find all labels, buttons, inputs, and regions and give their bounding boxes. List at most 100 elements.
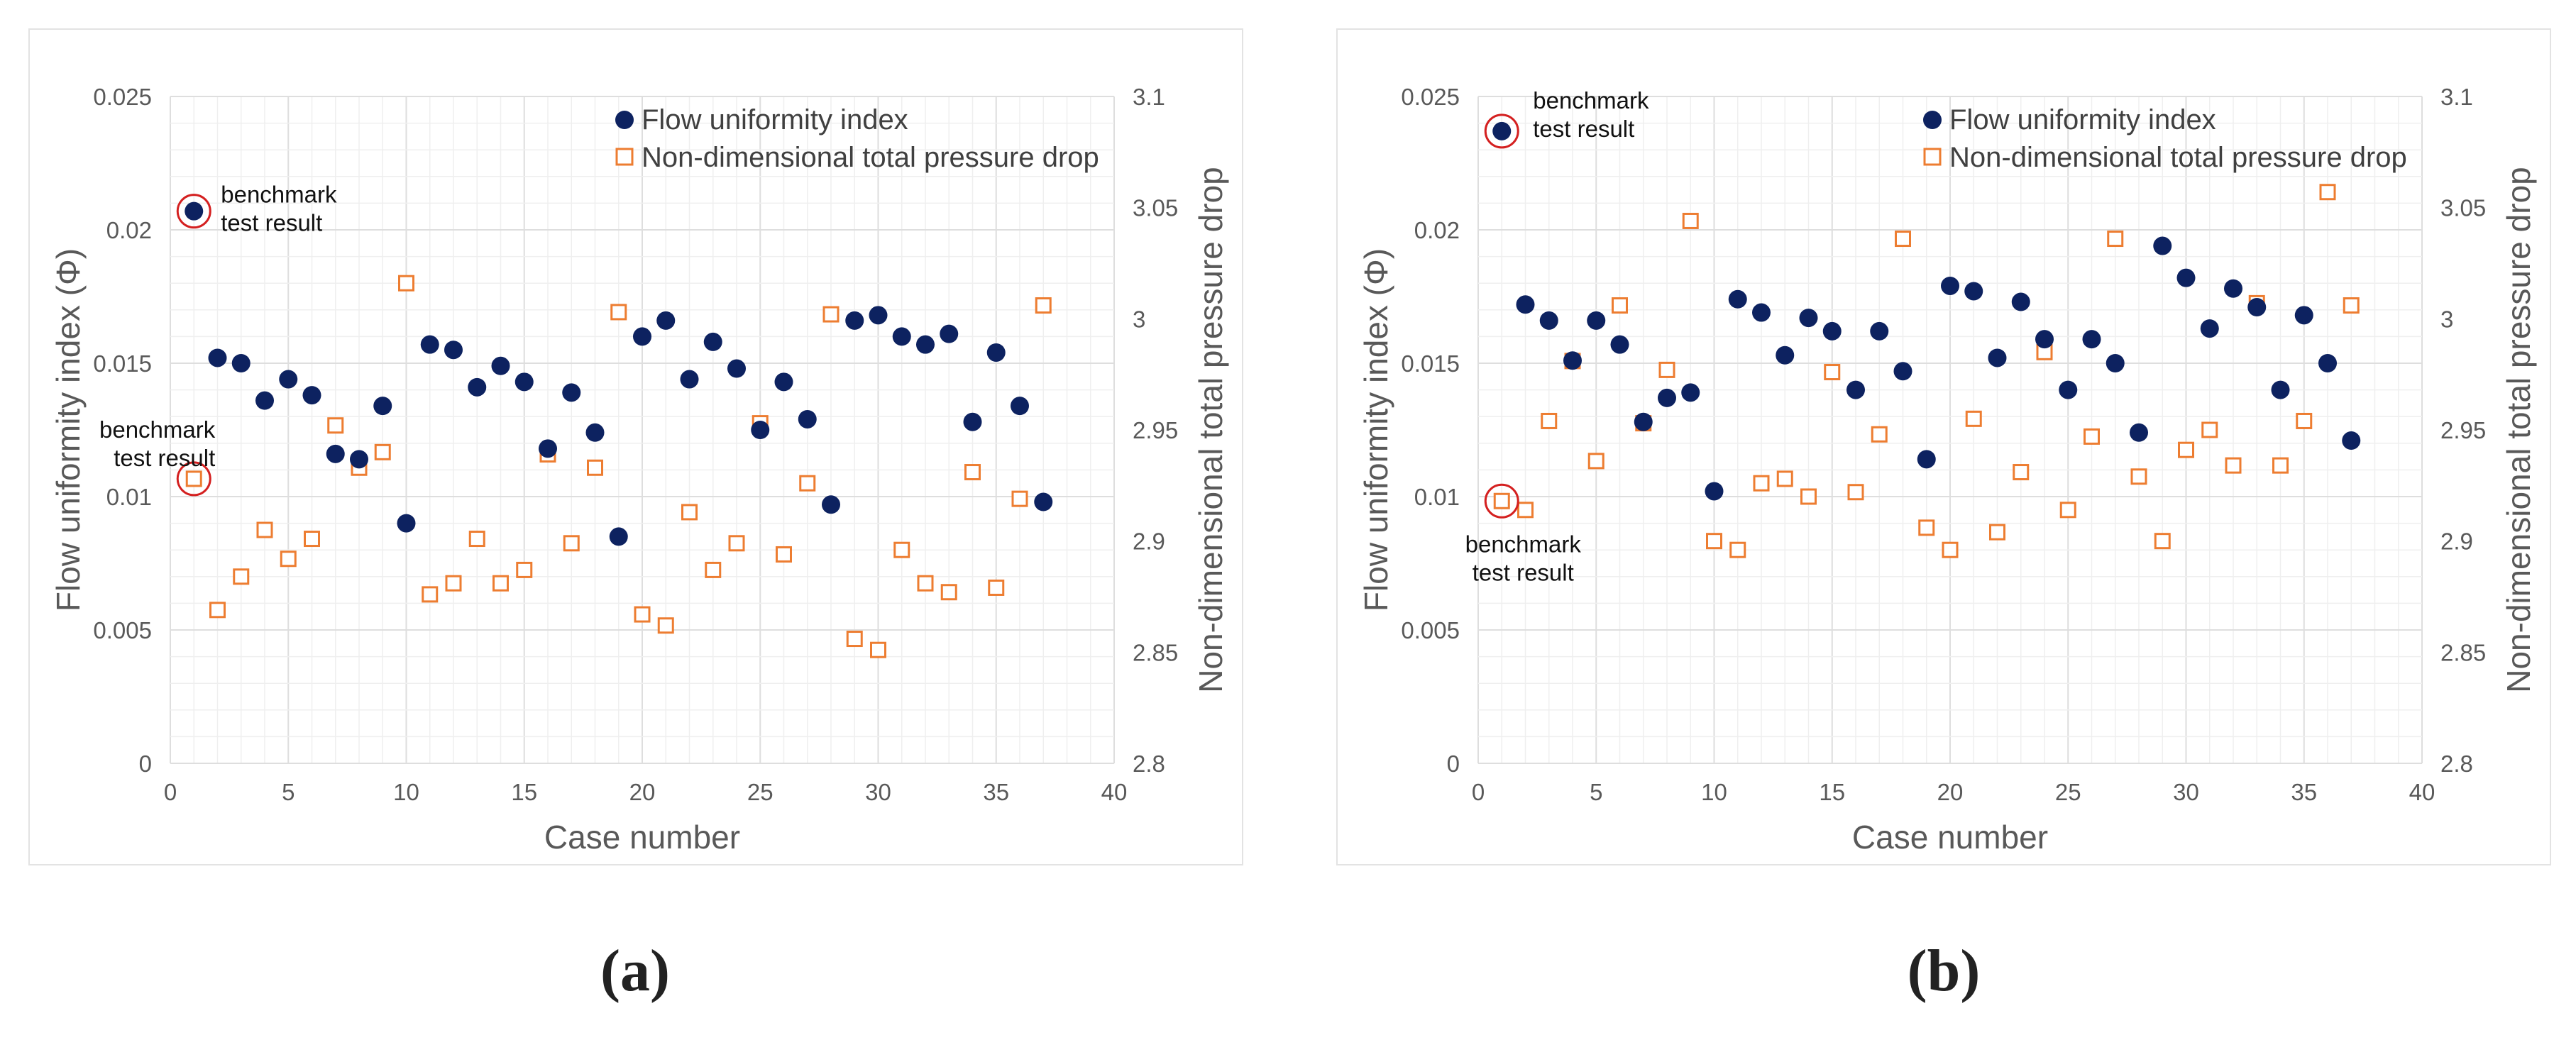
pressure-drop-point [2059,502,2076,519]
y2-tick-label: 2.95 [2440,417,2486,443]
uniformity-index-point [1681,383,1700,402]
uniformity-index-point [2294,306,2313,325]
pressure-drop-point [846,631,863,648]
pressure-drop-point [1824,364,1841,381]
y2-tick-label: 2.8 [1133,751,1165,777]
uniformity-index-point [1822,321,1842,341]
pressure-drop-point [398,275,414,292]
y-tick-label: 0 [139,751,152,777]
uniformity-index-point [963,412,982,431]
y2-tick-label: 3 [2440,306,2453,332]
uniformity-index-point [1846,380,1865,399]
uniformity-index-point [1034,492,1053,511]
chart-panel-b: 0 5 10 15 20 25 30 35 40 0 0.005 0.01 0.015 0.02 0.025… [1336,28,2551,865]
x-axis-title: Case number [544,819,740,856]
uniformity-index-point [397,514,416,533]
pressure-drop-point [870,641,886,658]
pressure-drop-point [1871,426,1888,443]
x-tick-label: 40 [2409,779,2435,805]
uniformity-index-point [2342,431,2361,450]
pressure-drop-point [1965,410,1982,427]
legend-pressure-marker [1923,148,1942,166]
benchmark-annotation: test result [1473,559,1574,585]
uniformity-index-point [1705,482,1724,501]
uniformity-index-point [491,356,510,375]
pressure-drop-point [2107,231,2124,248]
uniformity-index-point [1610,335,1629,354]
uniformity-index-point [1539,311,1558,330]
y2-tick-label: 3.05 [2440,195,2486,221]
y-axis-title: Flow uniformity index (Φ) [50,248,87,612]
panel-label-b: (b) [1907,938,1981,1004]
pressure-drop-point [516,561,533,578]
uniformity-index-point [585,423,605,442]
uniformity-index-point [326,444,345,463]
y-axis-title: Flow uniformity index (Φ) [1358,248,1394,612]
uniformity-index-point [1870,321,1889,341]
benchmark-highlight-circle [176,194,211,229]
pressure-drop-point [563,535,580,552]
pressure-drop-point [1682,212,1699,229]
pressure-drop-point [1493,492,1510,509]
chart-panel-a: 0 5 10 15 20 25 30 35 40 0 0.005 0.01 0.015 0.02 0.025… [28,28,1243,865]
pressure-drop-point [468,531,485,548]
y-tick-label: 0.005 [93,617,152,643]
pressure-drop-point [2296,412,2313,429]
uniformity-index-point [255,391,274,410]
uniformity-index-point [774,372,793,392]
pressure-drop-point [1612,297,1628,314]
x-tick-label: 20 [1937,779,1964,805]
uniformity-index-point [609,527,628,546]
pressure-drop-point [1587,453,1605,470]
y2-tick-label: 3.05 [1133,195,1178,221]
uniformity-index-point [986,343,1006,362]
uniformity-index-point [1492,121,1512,140]
panel-label-a: (a) [600,938,670,1004]
pressure-drop-point [445,575,462,592]
x-tick-label: 0 [1472,779,1485,805]
pressure-drop-point [988,579,1005,596]
pressure-drop-point [1517,502,1534,519]
y-tick-label: 0.01 [1414,484,1460,510]
pressure-drop-point [492,575,509,592]
y-tick-label: 0.02 [106,217,152,243]
uniformity-index-point [539,439,557,458]
gridlines [170,96,1115,764]
y-tick-label: 0 [1447,751,1460,777]
uniformity-index-point [727,359,746,378]
x-tick-label: 0 [164,779,177,805]
uniformity-index-point [350,450,368,469]
series-pressure-drop [185,275,1052,658]
pressure-drop-point [634,606,651,623]
y-tick-label: 0.015 [1401,350,1460,377]
pressure-drop-point [209,602,226,619]
pressure-drop-point [893,541,910,558]
pressure-drop-point [657,617,674,634]
pressure-drop-point [1729,541,1746,558]
y2-tick-label: 3.1 [2440,84,2473,110]
x-tick-label: 10 [1701,779,1727,805]
pressure-drop-point [940,584,957,601]
uniformity-index-point [1658,388,1676,407]
uniformity-index-point [208,348,227,367]
y-tick-label: 0.02 [1414,217,1460,243]
y2-axis-title: Non-dimensional total pressure drop [1192,167,1229,693]
benchmark-annotation: benchmark [221,182,337,208]
benchmark-annotation: benchmark [1533,87,1649,114]
series-uniformity-index [185,201,1053,546]
series-uniformity-index [1492,121,2361,501]
uniformity-index-point [1893,362,1912,381]
pressure-drop-point [587,459,603,476]
x-tick-label: 25 [2055,779,2081,805]
pressure-drop-point [1753,475,1770,492]
pressure-drop-point [1035,297,1052,314]
legend-uniformity-label: Flow uniformity index [1949,104,2216,135]
uniformity-index-point [1799,309,1818,328]
pressure-drop-point [2272,457,2289,474]
x-tick-label: 25 [747,779,774,805]
uniformity-index-point [1516,295,1535,314]
uniformity-index-point [2224,279,2242,298]
uniformity-index-point [633,327,651,346]
y2-tick-label: 2.9 [1133,529,1165,555]
pressure-drop-point [1800,488,1817,505]
